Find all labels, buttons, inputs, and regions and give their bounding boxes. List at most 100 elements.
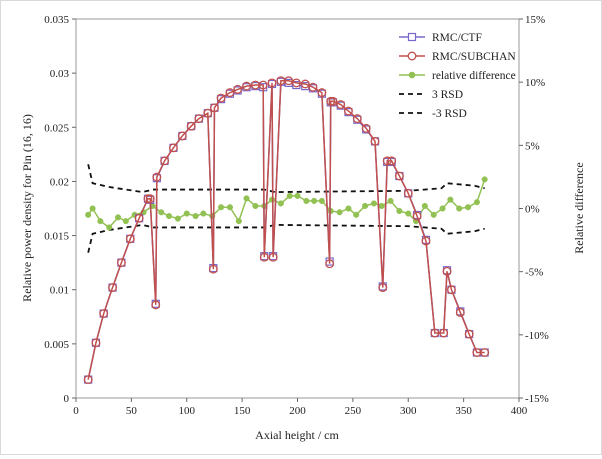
rmc-subchan-point xyxy=(284,76,294,86)
relative-difference-point xyxy=(243,195,250,202)
rmc-subchan-point xyxy=(258,80,268,90)
rmc-subchan-point xyxy=(152,172,162,182)
relative-difference-point xyxy=(122,218,129,225)
rmc-subchan-point xyxy=(242,81,252,91)
y2-tick-label: 10% xyxy=(525,77,545,89)
rmc-subchan-point xyxy=(361,123,371,133)
3-rsd-line xyxy=(87,164,485,193)
relative-difference-point xyxy=(473,199,480,206)
rmc-subchan-point xyxy=(194,114,204,124)
rmc-subchan-point xyxy=(225,88,235,98)
x-tick-label: 50 xyxy=(126,405,138,417)
rmc-subchan-point xyxy=(403,188,413,198)
relative-difference-point xyxy=(235,218,242,225)
relative-difference-point xyxy=(378,202,385,210)
rmc-subchan-point xyxy=(442,266,452,276)
rmc-subchan-point xyxy=(108,283,117,292)
3-rsd-line xyxy=(87,224,485,253)
legend-rmc-ctf-label: RMC/CTF xyxy=(432,32,482,44)
rmc-subchan-point xyxy=(169,143,178,153)
rmc-subchan-point xyxy=(325,259,335,269)
legend-rmc-subchan-label: RMC/SUBCHAN xyxy=(432,51,516,63)
legend-rmc-subchan-marker xyxy=(407,51,417,61)
relative-difference-point xyxy=(97,218,104,225)
y-tick-label: 0 xyxy=(64,393,70,405)
relative-difference-point xyxy=(192,213,199,220)
relative-difference-point xyxy=(158,209,165,216)
rmc-subchan-point xyxy=(421,236,431,246)
x-axis-title: Axial height / cm xyxy=(255,428,339,442)
y-axis-title: Relative power density for Pin (16, 16) xyxy=(20,114,34,302)
relative-difference-point xyxy=(277,200,284,207)
rmc-subchan-point xyxy=(382,156,392,166)
y-tick-label: 0.03 xyxy=(50,68,70,80)
x-tick-label: 300 xyxy=(400,405,417,417)
rmc-subchan-point xyxy=(480,348,490,357)
rmc-subchan-point xyxy=(91,338,101,348)
rmc-subchan-point xyxy=(116,258,126,268)
rmc-subchan-point xyxy=(203,108,213,118)
rmc-subchan-point xyxy=(83,375,93,385)
y-tick-label: 0.005 xyxy=(44,339,69,351)
relative-difference-point xyxy=(89,205,96,212)
legend-3-rsd-label: 3 RSD xyxy=(432,89,463,101)
x-tick-label: 150 xyxy=(234,405,251,417)
relative-difference-point xyxy=(294,192,301,199)
rmc-subchan-point xyxy=(336,100,346,109)
rmc-subchan-point xyxy=(300,79,310,89)
rmc-subchan-line xyxy=(87,79,485,380)
y2-tick-label: -15% xyxy=(525,393,549,405)
relative-difference-point xyxy=(370,200,377,207)
relative-difference-point xyxy=(165,213,173,220)
rmc-subchan-point xyxy=(259,252,269,262)
relative-difference-point xyxy=(252,202,259,210)
y2-tick-label: 15% xyxy=(525,14,545,26)
y-tick-label: 0.025 xyxy=(44,122,69,134)
relative-difference-point xyxy=(465,204,472,211)
rmc-subchan-point xyxy=(268,252,278,262)
relative-difference-point xyxy=(421,202,428,210)
rmc-subchan-point xyxy=(446,285,456,295)
x-tick-label: 100 xyxy=(179,405,196,417)
relative-difference-point xyxy=(439,205,446,212)
rmc-subchan-point xyxy=(233,84,243,94)
rmc-subchan-point xyxy=(343,106,353,116)
relative-difference-point xyxy=(85,211,92,218)
relative-difference-point xyxy=(387,197,394,204)
y-tick-label: 0.02 xyxy=(50,176,69,188)
rmc-subchan-point xyxy=(308,82,318,92)
relative-difference-point xyxy=(430,211,437,218)
relative-difference-point xyxy=(345,205,352,212)
relative-difference-point xyxy=(115,214,122,221)
y-tick-label: 0.035 xyxy=(44,14,69,26)
y-tick-label: 0.01 xyxy=(50,285,69,297)
rmc-subchan-point xyxy=(145,194,155,204)
relative-difference-point xyxy=(286,192,293,199)
rmc-subchan-point xyxy=(134,213,144,223)
relative-difference-point xyxy=(183,210,190,217)
rmc-subchan-point xyxy=(186,121,196,131)
rmc-subchan-point xyxy=(125,234,135,244)
relative-difference-point xyxy=(336,209,343,216)
rmc-subchan-point xyxy=(328,96,338,106)
rmc-subchan-point xyxy=(267,78,277,88)
x-tick-label: 400 xyxy=(511,405,528,417)
relative-difference-point xyxy=(106,224,113,231)
y2-tick-label: 0% xyxy=(525,204,540,216)
legend-rmc-ctf-marker xyxy=(407,32,417,42)
y2-axis-title: Relative difference xyxy=(572,162,586,253)
rmc-subchan-point xyxy=(370,136,380,146)
axes-layer: 0 50 100 150 200 250 300 350 400 0 0.005 0.01 0.015 0… xyxy=(44,14,549,417)
x-tick-label: 200 xyxy=(289,405,306,417)
relative-difference-point xyxy=(405,210,412,217)
rmc-subchan-point xyxy=(352,114,362,124)
relative-difference-point xyxy=(303,197,310,204)
y2-tick-label: -10% xyxy=(525,330,549,342)
relative-difference-point xyxy=(362,202,369,210)
rmc-subchan-point xyxy=(209,103,219,113)
relative-difference-point xyxy=(311,197,318,204)
relative-difference-point xyxy=(456,205,463,212)
relative-difference-point xyxy=(353,211,360,218)
rmc-subchan-point xyxy=(455,308,465,317)
